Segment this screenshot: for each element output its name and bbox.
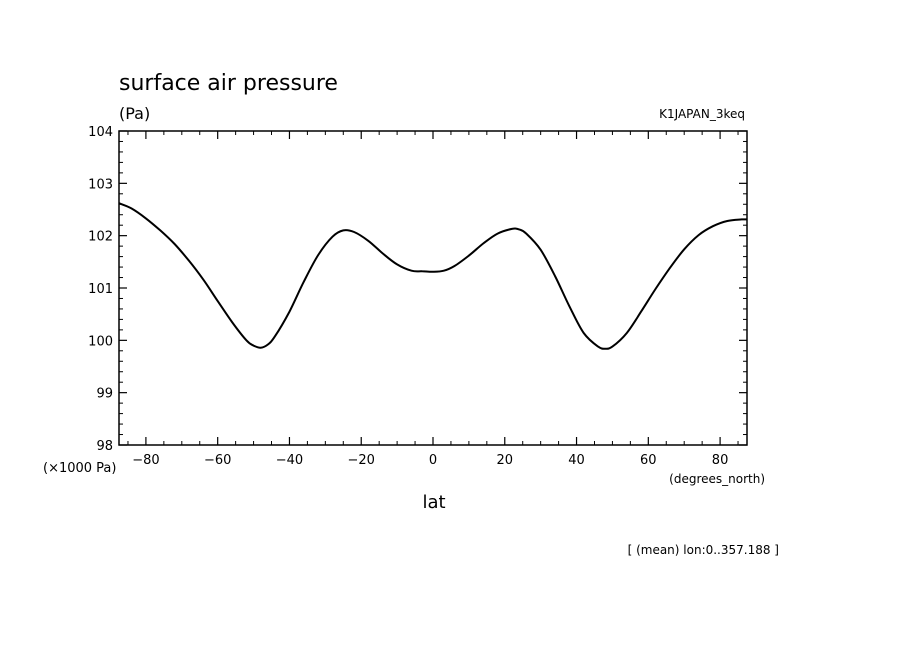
chart-title: surface air pressure	[119, 71, 338, 96]
x-tick-label: 80	[712, 453, 729, 468]
y-tick-label: 98	[96, 439, 113, 454]
x-units-label: (degrees_north)	[669, 472, 765, 486]
footnote: [ (mean) lon:0..357.188 ]	[628, 543, 779, 557]
x-tick-label: 0	[429, 453, 437, 468]
x-tick-label: 20	[496, 453, 513, 468]
axes	[118, 130, 748, 446]
y-tick-label: 101	[88, 282, 113, 297]
dataset-label: K1JAPAN_3keq	[659, 107, 745, 121]
y-tick-label: 99	[96, 387, 113, 402]
y-tick-label: 100	[88, 334, 113, 349]
plot-frame	[118, 130, 748, 446]
y-tick-label: 103	[88, 177, 113, 192]
x-tick-label: −40	[276, 453, 303, 468]
x-tick-label: −80	[132, 453, 159, 468]
y-tick-label: 104	[88, 125, 113, 140]
series-line	[118, 202, 748, 350]
x-tick-label: −60	[204, 453, 231, 468]
x-tick-label: 60	[640, 453, 657, 468]
y-scale-label: (×1000 Pa)	[43, 461, 116, 476]
x-axis-label: lat	[422, 492, 445, 513]
tick-labels: −80 −60 −40 −20 0 20 40 60 80 98 99 100 101 102 103 104	[88, 125, 728, 468]
units-label: (Pa)	[119, 104, 150, 123]
y-tick-label: 102	[88, 230, 113, 245]
x-tick-label: 40	[568, 453, 585, 468]
x-tick-label: −20	[348, 453, 375, 468]
